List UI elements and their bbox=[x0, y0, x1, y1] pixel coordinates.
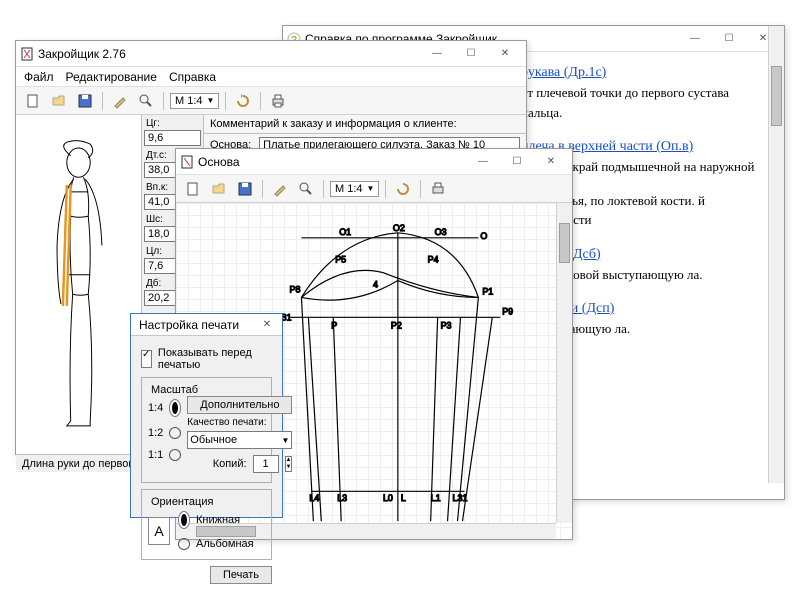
scrollbar-vertical[interactable] bbox=[768, 26, 784, 483]
new-icon[interactable] bbox=[182, 178, 204, 200]
brush-icon[interactable] bbox=[109, 90, 131, 112]
radio-icon bbox=[169, 399, 181, 417]
svg-text:Р2: Р2 bbox=[391, 320, 402, 330]
search-icon[interactable] bbox=[295, 178, 317, 200]
svg-text:L3: L3 bbox=[337, 493, 347, 503]
brush-icon[interactable] bbox=[269, 178, 291, 200]
radio-icon bbox=[178, 511, 190, 529]
app-icon bbox=[20, 47, 34, 61]
figure-pane bbox=[16, 115, 142, 454]
param-label: Цг: bbox=[144, 117, 201, 130]
copies-input[interactable] bbox=[253, 455, 279, 473]
param-input[interactable] bbox=[144, 130, 201, 146]
save-icon[interactable] bbox=[234, 178, 256, 200]
svg-text:L4: L4 bbox=[309, 493, 319, 503]
maximize-button[interactable]: ☐ bbox=[454, 43, 488, 65]
scale-option[interactable]: 1:1 bbox=[148, 449, 181, 461]
save-icon[interactable] bbox=[74, 90, 96, 112]
svg-text:Р9: Р9 bbox=[502, 306, 513, 316]
minimize-button[interactable]: — bbox=[420, 43, 454, 65]
main-titlebar: Закройщик 2.76 — ☐ ✕ bbox=[16, 41, 526, 67]
scale-option[interactable]: 1:2 bbox=[148, 427, 181, 439]
scrollbar-vertical[interactable] bbox=[556, 203, 572, 523]
minimize-button[interactable]: — bbox=[678, 28, 712, 50]
svg-text:4: 4 bbox=[373, 279, 378, 289]
close-button[interactable]: ✕ bbox=[488, 43, 522, 65]
open-icon[interactable] bbox=[48, 90, 70, 112]
osnova-title: Основа bbox=[198, 155, 466, 169]
spinner-icon[interactable]: ▲▼ bbox=[285, 456, 293, 472]
search-icon[interactable] bbox=[135, 90, 157, 112]
menu-help[interactable]: Справка bbox=[169, 70, 216, 84]
maximize-button[interactable]: ☐ bbox=[712, 28, 746, 50]
scale-option[interactable]: 1:4 bbox=[148, 399, 181, 417]
svg-text:L1: L1 bbox=[431, 493, 441, 503]
menu-file[interactable]: Файл bbox=[24, 70, 54, 84]
rotate-icon[interactable] bbox=[232, 90, 254, 112]
copies-label: Копий: bbox=[213, 458, 247, 470]
maximize-button[interactable]: ☐ bbox=[500, 151, 534, 173]
osnova-titlebar: Основа — ☐ ✕ bbox=[176, 149, 572, 175]
orient-option[interactable]: Альбомная bbox=[178, 538, 254, 550]
page-preview-icon: A bbox=[148, 517, 170, 545]
print-title: Настройка печати bbox=[135, 318, 256, 332]
svg-text:О1: О1 bbox=[339, 227, 351, 237]
svg-text:О3: О3 bbox=[435, 227, 447, 237]
radio-icon bbox=[178, 538, 190, 550]
help-text: от плечевой точки до первого сустава пал… bbox=[521, 85, 729, 120]
extra-button[interactable]: Дополнительно bbox=[187, 396, 292, 414]
main-title: Закройщик 2.76 bbox=[38, 47, 420, 61]
orient-legend: Ориентация bbox=[148, 496, 216, 508]
print-dialog: Настройка печати ✕ Показывать перед печа… bbox=[130, 313, 283, 518]
show-before-label: Показывать перед печатью bbox=[158, 347, 272, 371]
scale-select[interactable]: М 1:4▼ bbox=[170, 93, 219, 109]
close-button[interactable]: ✕ bbox=[534, 151, 568, 173]
body-figure bbox=[20, 119, 137, 450]
menubar: Файл Редактирование Справка bbox=[16, 67, 526, 87]
osnova-toolbar: М 1:4▼ bbox=[176, 175, 572, 203]
show-before-row[interactable]: Показывать перед печатью bbox=[141, 347, 272, 371]
app-icon bbox=[180, 155, 194, 169]
radio-icon bbox=[169, 449, 181, 461]
comment-label: Комментарий к заказу и информация о клие… bbox=[210, 118, 457, 130]
new-icon[interactable] bbox=[22, 90, 44, 112]
print-icon[interactable] bbox=[267, 90, 289, 112]
svg-text:Р8: Р8 bbox=[290, 284, 301, 294]
orient-option[interactable]: Книжная bbox=[178, 511, 254, 529]
print-titlebar: Настройка печати ✕ bbox=[131, 314, 282, 336]
svg-text:L31: L31 bbox=[453, 493, 468, 503]
help-link[interactable]: рукава (Др.1с) bbox=[521, 65, 606, 80]
minimize-button[interactable]: — bbox=[466, 151, 500, 173]
rotate-icon[interactable] bbox=[392, 178, 414, 200]
radio-icon bbox=[169, 427, 181, 439]
scale-legend: Масштаб bbox=[148, 384, 201, 396]
svg-text:L: L bbox=[401, 493, 406, 503]
comment-bar: Комментарий к заказу и информация о клие… bbox=[204, 115, 526, 134]
svg-text:Р4: Р4 bbox=[428, 255, 439, 265]
main-toolbar: М 1:4▼ bbox=[16, 87, 526, 115]
svg-text:Р3: Р3 bbox=[441, 320, 452, 330]
checkbox-icon[interactable] bbox=[141, 350, 152, 368]
open-icon[interactable] bbox=[208, 178, 230, 200]
close-button[interactable]: ✕ bbox=[256, 314, 278, 336]
print-icon[interactable] bbox=[427, 178, 449, 200]
svg-text:О: О bbox=[480, 231, 487, 241]
print-button[interactable]: Печать bbox=[210, 566, 272, 584]
quality-select[interactable]: Обычное▼ bbox=[187, 431, 292, 449]
svg-text:L0: L0 bbox=[383, 493, 393, 503]
quality-label: Качество печати: bbox=[187, 417, 292, 428]
svg-text:О2: О2 bbox=[393, 223, 405, 233]
svg-text:Р5: Р5 bbox=[335, 255, 346, 265]
menu-edit[interactable]: Редактирование bbox=[66, 70, 157, 84]
svg-text:Р1: Р1 bbox=[482, 286, 493, 296]
scale-select[interactable]: М 1:4▼ bbox=[330, 181, 379, 197]
